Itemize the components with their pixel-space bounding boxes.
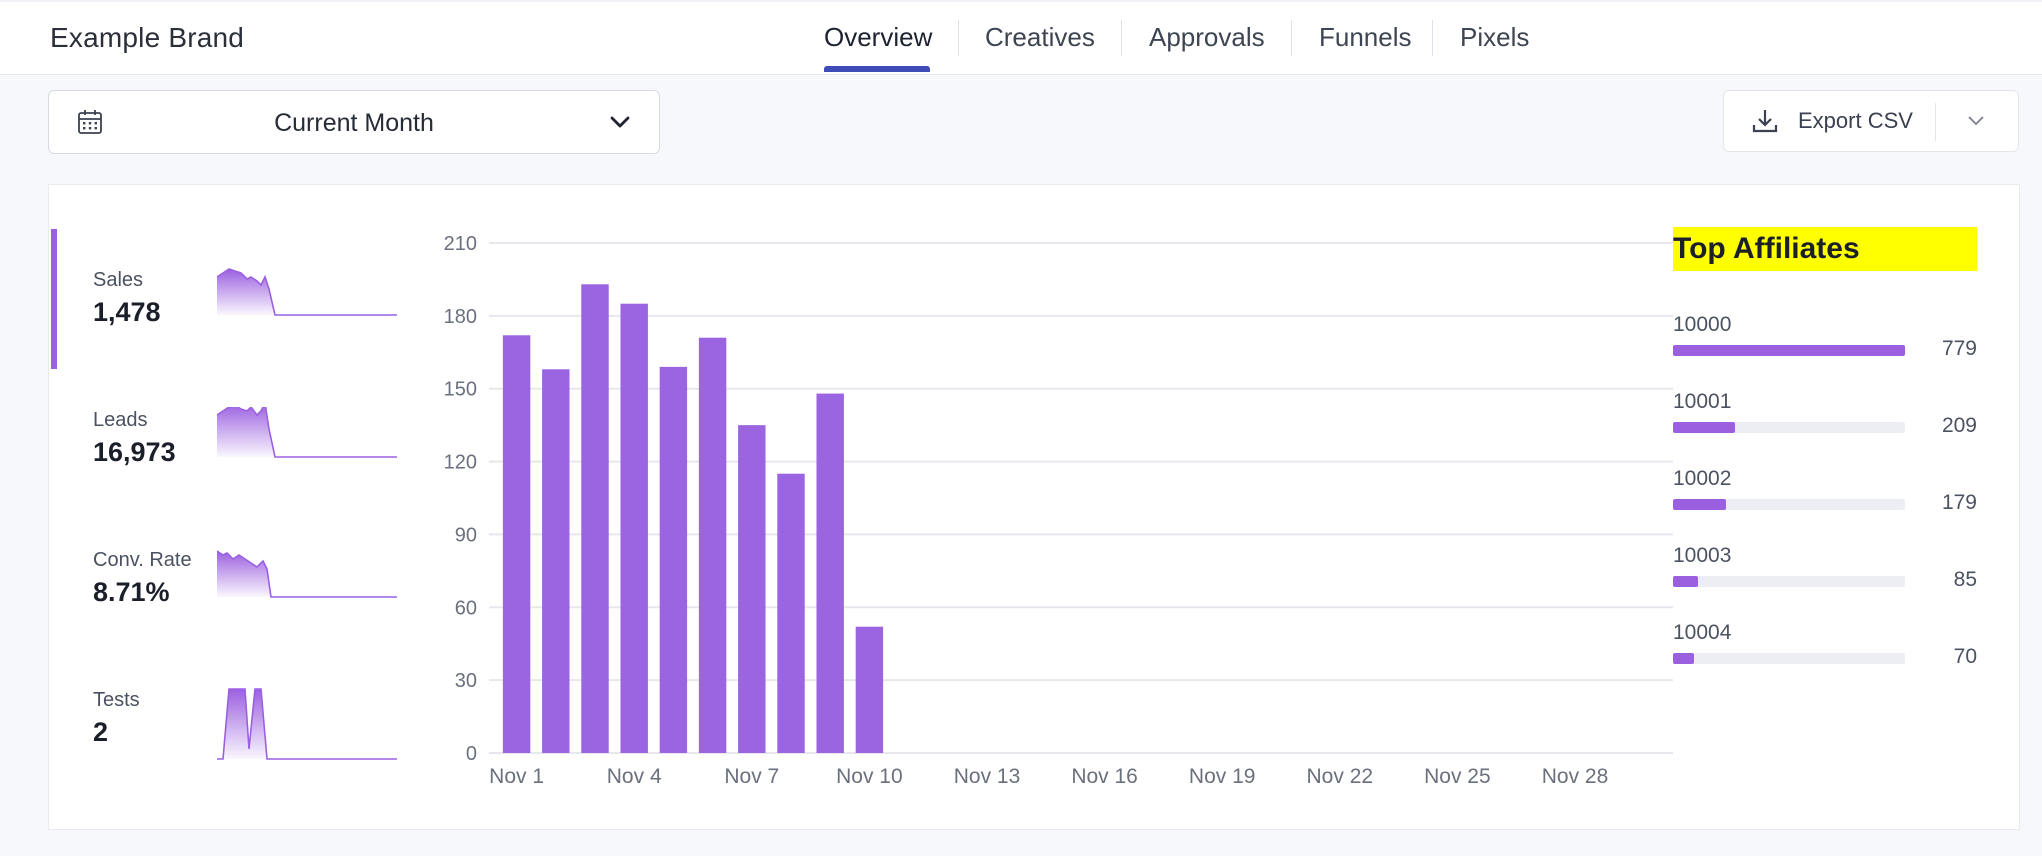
conv-rate-sparkline — [217, 550, 397, 598]
x-tick-label: Nov 1 — [489, 765, 544, 788]
affiliate-value: 179 — [1941, 491, 1977, 514]
sales-bar-chart: 0 30 60 90 120 150 180 210 Nov 1 Nov 4 Nov 7 Nov 1… — [444, 233, 1673, 788]
affiliate-bar-track — [1673, 499, 1905, 510]
top-border — [0, 0, 2042, 2]
affiliate-value: 209 — [1941, 414, 1977, 437]
affiliate-bar-fill — [1673, 422, 1736, 433]
metric-label: Leads — [93, 409, 148, 431]
affiliate-bar-track — [1673, 345, 1905, 356]
metric-value: 8.71% — [93, 577, 170, 607]
tab-divider — [1121, 20, 1122, 56]
affiliate-bar-track — [1673, 576, 1905, 587]
x-tick-label: Nov 7 — [724, 765, 779, 788]
export-options-dropdown[interactable] — [1936, 91, 2018, 151]
x-tick-label: Nov 4 — [607, 765, 662, 788]
affiliate-value: 85 — [1953, 568, 1977, 591]
bar-nov-5[interactable] — [659, 366, 688, 753]
top-navigation-bar: Example Brand Overview Creatives Approva… — [0, 0, 2042, 75]
download-icon — [1752, 110, 1778, 133]
metric-tests[interactable]: Tests 2 — [49, 649, 409, 789]
x-tick-label: Nov 10 — [836, 765, 903, 788]
bar-nov-7[interactable] — [738, 425, 766, 753]
x-tick-label: Nov 19 — [1189, 765, 1256, 788]
affiliate-row[interactable]: 10002 179 — [1673, 467, 1977, 543]
metric-sales[interactable]: Sales 1,478 — [49, 229, 409, 369]
affiliate-id: 10003 — [1673, 544, 1732, 567]
split-divider — [1935, 103, 1936, 141]
chevron-down-icon — [610, 116, 630, 128]
x-tick-label: Nov 16 — [1071, 765, 1138, 788]
tab-approvals[interactable]: Approvals — [1149, 22, 1265, 52]
date-range-select[interactable]: Current Month — [48, 90, 660, 154]
metric-label: Tests — [93, 689, 140, 711]
bar-nov-1[interactable] — [502, 335, 531, 753]
top-affiliates: Top Affiliates 10000 779 10001 209 10002… — [1673, 227, 1983, 787]
x-tick-label: Nov 13 — [954, 765, 1021, 788]
metric-label: Sales — [93, 269, 144, 291]
calendar-icon — [78, 110, 102, 134]
affiliate-bar-fill — [1673, 576, 1699, 587]
metric-label: Conv. Rate — [93, 549, 192, 571]
date-range-value: Current Month — [274, 109, 434, 137]
affiliate-id: 10000 — [1673, 313, 1732, 336]
affiliate-value: 70 — [1953, 645, 1977, 668]
export-csv-split-button: Export CSV — [1723, 90, 2019, 152]
tab-divider — [1432, 20, 1433, 56]
metric-value: 1,478 — [93, 297, 161, 327]
sales-sparkline — [217, 268, 397, 316]
affiliate-id: 10002 — [1673, 467, 1732, 490]
affiliate-row[interactable]: 10004 70 — [1673, 621, 1977, 697]
y-tick-label: 60 — [455, 597, 477, 619]
affiliate-id: 10001 — [1673, 390, 1732, 413]
leads-sparkline — [217, 407, 397, 458]
tab-overview[interactable]: Overview — [824, 22, 933, 52]
affiliate-bar-fill — [1673, 345, 1905, 356]
y-tick-label: 90 — [455, 524, 477, 546]
brand-name: Example Brand — [50, 22, 245, 53]
affiliate-bar-track — [1673, 422, 1905, 433]
metric-value: 16,973 — [93, 437, 176, 467]
x-tick-label: Nov 25 — [1424, 765, 1491, 788]
tab-funnels[interactable]: Funnels — [1319, 22, 1412, 52]
tab-pixels[interactable]: Pixels — [1460, 22, 1530, 52]
affiliate-bar-track — [1673, 653, 1905, 664]
x-tick-label: Nov 28 — [1542, 765, 1609, 788]
tests-sparkline — [217, 688, 397, 760]
y-tick-label: 120 — [444, 452, 477, 474]
metric-value: 2 — [93, 717, 109, 747]
x-tick-label: Nov 22 — [1307, 765, 1374, 788]
tab-divider — [958, 20, 959, 56]
export-csv-label: Export CSV — [1798, 108, 1913, 133]
bar-nov-3[interactable] — [581, 284, 609, 753]
affiliate-bar-fill — [1673, 653, 1694, 664]
y-tick-label: 0 — [466, 743, 477, 765]
metric-leads[interactable]: Leads 16,973 — [49, 369, 409, 509]
tab-creatives[interactable]: Creatives — [985, 22, 1095, 52]
bar-nov-8[interactable] — [777, 473, 805, 753]
y-tick-label: 180 — [444, 306, 477, 328]
bar-nov-10[interactable] — [855, 626, 884, 753]
bar-nov-9[interactable] — [816, 393, 844, 753]
chevron-down-icon — [1968, 116, 1984, 126]
affiliate-row[interactable]: 10001 209 — [1673, 390, 1977, 466]
metric-conv-rate[interactable]: Conv. Rate 8.71% — [49, 509, 409, 649]
affiliate-row[interactable]: 10003 85 — [1673, 544, 1977, 620]
top-affiliates-title: Top Affiliates — [1673, 227, 1977, 271]
overview-panel: Sales 1,478 Leads 16,973 Conv. Rate 8.71… — [48, 184, 2020, 830]
affiliate-id: 10004 — [1673, 621, 1732, 644]
active-tab-indicator — [824, 66, 930, 72]
affiliate-bar-fill — [1673, 499, 1727, 510]
bar-nov-6[interactable] — [698, 337, 727, 753]
affiliate-row[interactable]: 10000 779 — [1673, 313, 1977, 389]
y-tick-label: 210 — [444, 233, 477, 255]
tab-divider — [1291, 20, 1292, 56]
y-tick-label: 150 — [444, 379, 477, 401]
y-tick-label: 30 — [455, 670, 477, 692]
export-csv-button[interactable]: Export CSV — [1724, 91, 1934, 151]
affiliate-value: 779 — [1941, 337, 1977, 360]
bar-nov-2[interactable] — [542, 369, 570, 753]
bar-nov-4[interactable] — [620, 303, 648, 753]
